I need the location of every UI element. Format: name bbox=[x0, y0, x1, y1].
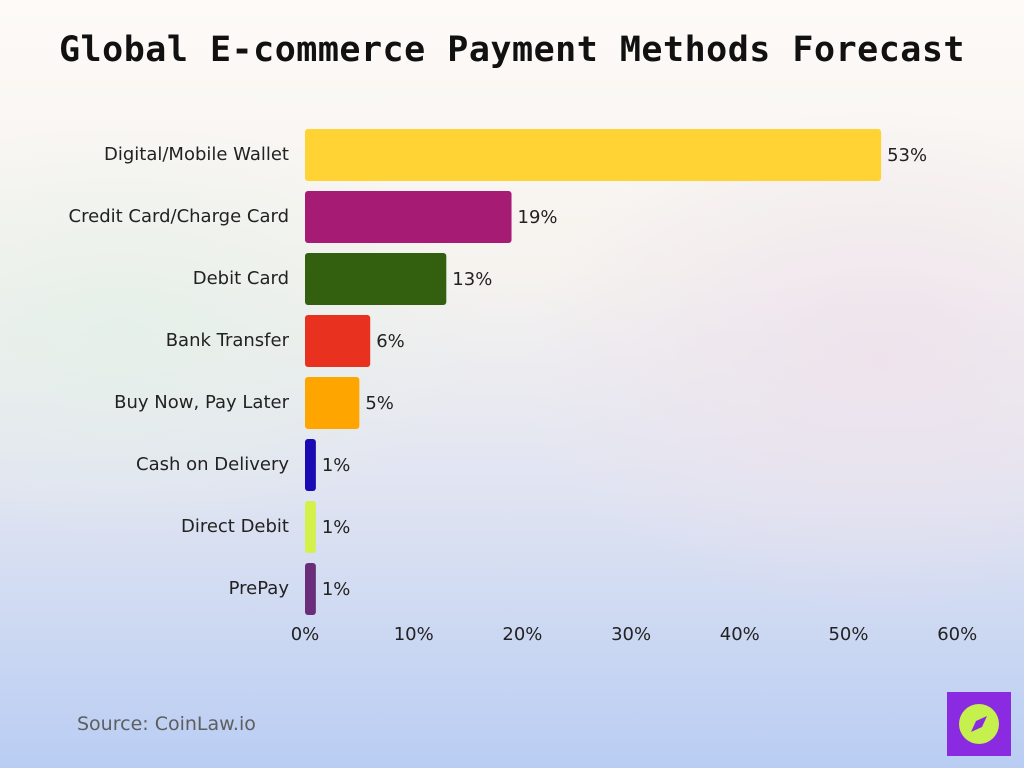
value-label: 53% bbox=[887, 145, 927, 166]
x-tick-label: 40% bbox=[720, 624, 760, 645]
x-tick-label: 30% bbox=[611, 624, 651, 645]
category-label: Debit Card bbox=[193, 268, 289, 289]
x-tick-label: 0% bbox=[291, 624, 320, 645]
x-tick-label: 20% bbox=[502, 624, 542, 645]
value-label: 5% bbox=[365, 393, 394, 414]
bar bbox=[305, 501, 316, 553]
chart-title: Global E-commerce Payment Methods Foreca… bbox=[58, 30, 965, 70]
bar bbox=[305, 439, 316, 491]
category-label: Credit Card/Charge Card bbox=[69, 206, 289, 227]
category-label: Bank Transfer bbox=[166, 330, 290, 351]
value-label: 6% bbox=[376, 331, 405, 352]
bar bbox=[305, 563, 316, 615]
bar bbox=[305, 191, 512, 243]
category-label: Direct Debit bbox=[181, 516, 289, 537]
value-label: 1% bbox=[322, 579, 351, 600]
compass-icon bbox=[947, 692, 1011, 756]
category-label: PrePay bbox=[229, 578, 290, 599]
x-tick-label: 60% bbox=[937, 624, 977, 645]
category-label: Cash on Delivery bbox=[136, 454, 289, 475]
value-label: 13% bbox=[452, 269, 492, 290]
x-tick-label: 10% bbox=[394, 624, 434, 645]
value-label: 1% bbox=[322, 455, 351, 476]
bar bbox=[305, 253, 447, 305]
value-label: 1% bbox=[322, 517, 351, 538]
bar bbox=[305, 377, 360, 429]
category-label: Buy Now, Pay Later bbox=[114, 392, 289, 413]
x-tick-label: 50% bbox=[828, 624, 868, 645]
category-label: Digital/Mobile Wallet bbox=[104, 144, 289, 165]
value-label: 19% bbox=[518, 207, 558, 228]
source-note: Source: CoinLaw.io bbox=[77, 713, 256, 735]
bar bbox=[305, 129, 882, 181]
bar-chart: Digital/Mobile Wallet 53% Credit Card/Char… bbox=[69, 129, 977, 645]
bar bbox=[305, 315, 371, 367]
